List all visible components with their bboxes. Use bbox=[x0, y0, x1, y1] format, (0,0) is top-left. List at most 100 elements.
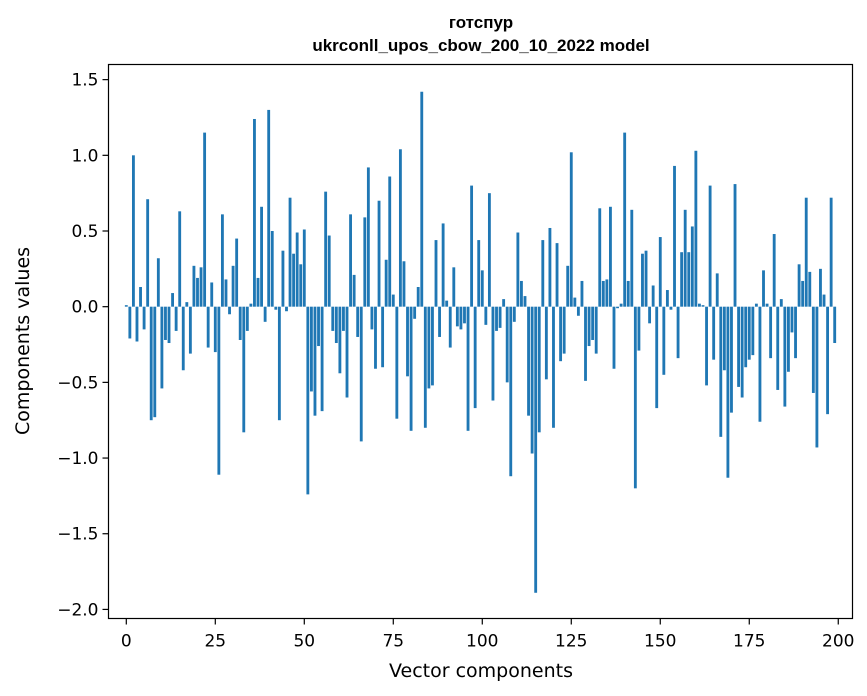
bar bbox=[673, 165, 676, 307]
bar bbox=[459, 306, 463, 330]
bar bbox=[188, 306, 192, 354]
bar bbox=[377, 200, 381, 307]
bar bbox=[712, 306, 716, 360]
bar bbox=[690, 226, 694, 307]
bar bbox=[630, 209, 634, 307]
bar bbox=[124, 305, 128, 307]
x-tick-label: 100 bbox=[466, 632, 498, 652]
bar bbox=[285, 306, 288, 312]
bar bbox=[562, 306, 566, 354]
bar bbox=[552, 306, 555, 428]
bar bbox=[345, 306, 349, 398]
chart-title: готспур bbox=[449, 13, 513, 32]
bar bbox=[402, 261, 406, 307]
bar bbox=[765, 303, 769, 307]
bar bbox=[751, 306, 755, 356]
bar bbox=[705, 306, 708, 386]
bar bbox=[680, 252, 684, 307]
y-tick-label: −1.5 bbox=[57, 525, 98, 545]
bar bbox=[754, 303, 758, 307]
bar bbox=[587, 306, 591, 347]
bar bbox=[512, 306, 516, 322]
bar bbox=[644, 250, 648, 307]
bar bbox=[160, 306, 164, 389]
bar bbox=[797, 264, 801, 307]
bar bbox=[505, 306, 509, 383]
bar bbox=[452, 267, 456, 307]
bar bbox=[292, 253, 296, 307]
bar bbox=[238, 306, 242, 340]
bar bbox=[263, 306, 267, 322]
bar bbox=[683, 209, 687, 307]
bar bbox=[217, 306, 221, 475]
bar bbox=[665, 290, 669, 307]
bar bbox=[199, 267, 203, 307]
bar bbox=[473, 306, 477, 409]
bar bbox=[356, 306, 360, 337]
bar bbox=[156, 258, 160, 307]
bar bbox=[306, 306, 310, 495]
plot-frame bbox=[107, 63, 854, 620]
bar bbox=[181, 306, 185, 371]
y-axis-label: Components values bbox=[12, 247, 34, 435]
y-tick-label: 0.0 bbox=[71, 298, 98, 318]
bar bbox=[270, 231, 274, 307]
bar bbox=[776, 306, 780, 390]
bar bbox=[826, 306, 830, 415]
bar bbox=[445, 300, 449, 307]
bar bbox=[758, 306, 762, 422]
bar bbox=[530, 306, 534, 454]
bar bbox=[708, 185, 712, 307]
bar bbox=[409, 306, 413, 431]
bar bbox=[164, 306, 167, 340]
bar bbox=[605, 279, 609, 307]
bar bbox=[487, 193, 491, 307]
bar bbox=[730, 306, 733, 413]
x-tick-label: 150 bbox=[644, 632, 676, 652]
bar bbox=[185, 302, 189, 307]
bar bbox=[196, 277, 199, 307]
bar bbox=[829, 197, 833, 307]
bar bbox=[804, 197, 808, 307]
bar bbox=[416, 287, 420, 307]
bar bbox=[573, 297, 577, 307]
bar bbox=[228, 306, 231, 315]
bar bbox=[523, 296, 527, 307]
bar bbox=[277, 306, 281, 421]
bar bbox=[388, 176, 392, 307]
bar bbox=[192, 265, 196, 307]
bar bbox=[658, 237, 662, 307]
bar bbox=[815, 306, 819, 448]
bar bbox=[174, 306, 178, 331]
bar bbox=[747, 306, 751, 360]
bar bbox=[694, 150, 698, 307]
bar bbox=[801, 280, 805, 307]
bar bbox=[139, 287, 142, 307]
x-tick-label: 25 bbox=[204, 632, 226, 652]
bar bbox=[245, 306, 249, 331]
bar bbox=[434, 240, 438, 307]
bar bbox=[295, 232, 299, 307]
bar bbox=[819, 268, 822, 307]
bar bbox=[342, 306, 345, 331]
bar bbox=[669, 306, 673, 310]
bar bbox=[413, 306, 417, 319]
bar bbox=[541, 240, 545, 307]
bar bbox=[395, 306, 399, 419]
bar bbox=[431, 306, 434, 386]
bar bbox=[299, 264, 303, 307]
bar bbox=[203, 132, 207, 307]
bars-group bbox=[124, 91, 837, 593]
bar bbox=[352, 274, 356, 307]
bar bbox=[623, 132, 627, 307]
bar bbox=[171, 293, 175, 307]
bar bbox=[637, 306, 641, 351]
bar bbox=[584, 306, 587, 381]
bar bbox=[601, 280, 605, 307]
x-tick-label: 125 bbox=[555, 632, 587, 652]
bar bbox=[662, 306, 666, 375]
bar bbox=[374, 306, 377, 369]
bar bbox=[359, 306, 363, 442]
bar bbox=[366, 167, 370, 307]
